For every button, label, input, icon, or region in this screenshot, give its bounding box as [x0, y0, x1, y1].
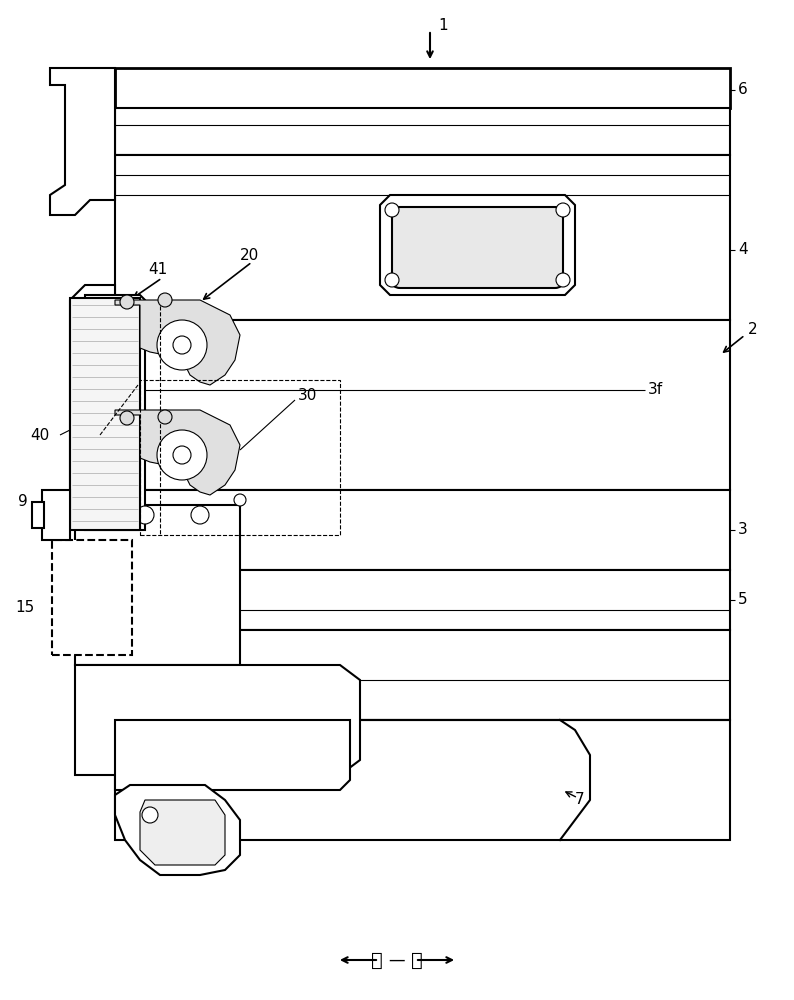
Circle shape [234, 494, 246, 506]
Bar [75, 505, 240, 665]
Text: 4: 4 [738, 242, 748, 257]
Circle shape [157, 430, 207, 480]
Text: 3: 3 [738, 522, 748, 538]
Polygon shape [70, 285, 115, 530]
Polygon shape [140, 800, 225, 865]
Text: 30: 30 [298, 387, 318, 402]
Text: 5: 5 [738, 592, 748, 607]
Text: 右: 右 [372, 950, 383, 970]
Circle shape [158, 410, 172, 424]
Circle shape [142, 807, 158, 823]
Text: 40: 40 [30, 428, 49, 442]
Text: 20: 20 [240, 247, 260, 262]
Circle shape [556, 273, 570, 287]
Circle shape [385, 203, 399, 217]
Bar [42, 490, 70, 540]
Circle shape [173, 446, 191, 464]
Polygon shape [115, 410, 240, 495]
Bar [115, 630, 730, 720]
Text: —: — [389, 951, 405, 969]
Circle shape [556, 203, 570, 217]
Bar [115, 570, 730, 630]
Bar [115, 320, 730, 490]
Text: 左: 左 [411, 950, 422, 970]
Circle shape [158, 293, 172, 307]
Bar [140, 380, 340, 535]
Text: 7: 7 [575, 792, 584, 808]
Bar [115, 155, 730, 320]
Text: 3f: 3f [648, 382, 663, 397]
Polygon shape [115, 720, 730, 840]
Circle shape [157, 320, 207, 370]
Circle shape [191, 506, 209, 524]
Polygon shape [85, 295, 145, 530]
FancyBboxPatch shape [392, 207, 563, 288]
Bar [52, 540, 132, 655]
Bar [115, 490, 730, 570]
Circle shape [120, 411, 134, 425]
Text: 41: 41 [148, 262, 168, 277]
Polygon shape [380, 195, 575, 295]
Polygon shape [75, 665, 360, 775]
Text: 6: 6 [738, 83, 748, 98]
Bar [115, 68, 730, 108]
Polygon shape [115, 720, 350, 790]
Circle shape [385, 273, 399, 287]
Bar [70, 298, 140, 530]
Polygon shape [115, 785, 240, 875]
Text: 9: 9 [18, 494, 28, 510]
Polygon shape [115, 300, 240, 385]
Circle shape [120, 295, 134, 309]
Bar [32, 502, 44, 528]
Text: 1: 1 [438, 17, 448, 32]
Bar [115, 108, 730, 155]
Polygon shape [50, 68, 115, 215]
Circle shape [173, 336, 191, 354]
Circle shape [136, 506, 154, 524]
Text: 15: 15 [16, 600, 35, 615]
Text: 2: 2 [748, 322, 757, 338]
